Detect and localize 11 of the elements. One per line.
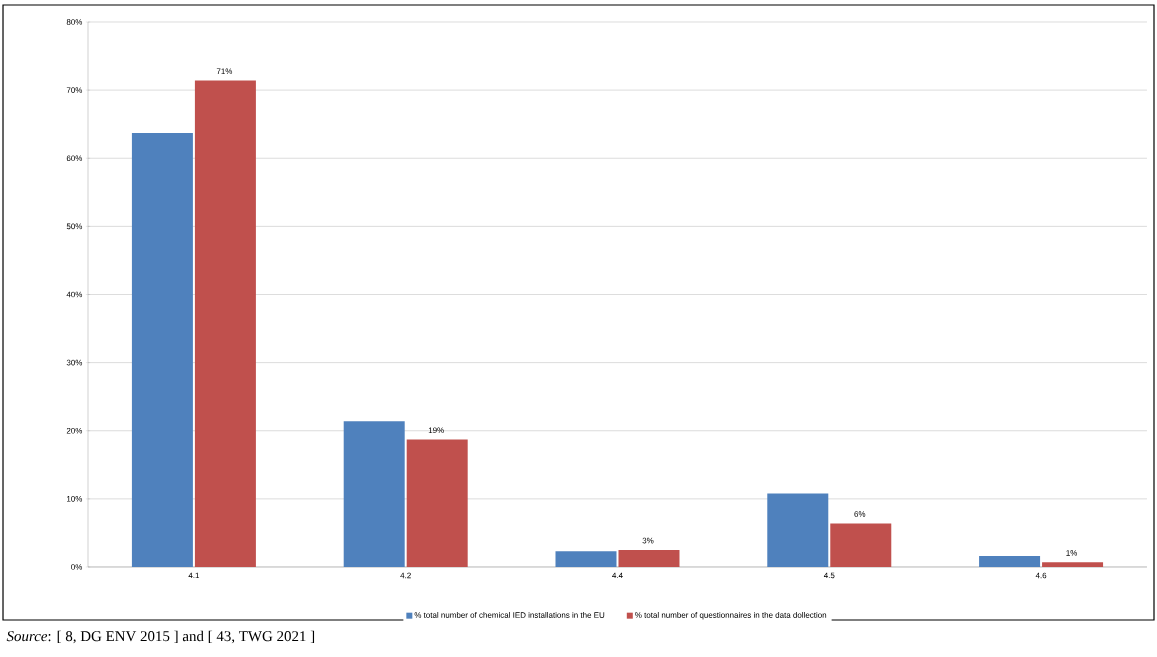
bar <box>406 439 468 567</box>
bar <box>767 493 829 567</box>
bar <box>618 549 680 567</box>
bar <box>194 80 256 567</box>
bar <box>830 523 892 567</box>
bar <box>979 556 1041 567</box>
text: Source: [ 8, DG ENV 2015 ] and [ 43, TWG 2021 ] <box>6 630 315 644</box>
bar <box>555 551 617 567</box>
bar <box>343 421 405 567</box>
bar <box>1042 562 1104 567</box>
bar <box>131 133 193 567</box>
